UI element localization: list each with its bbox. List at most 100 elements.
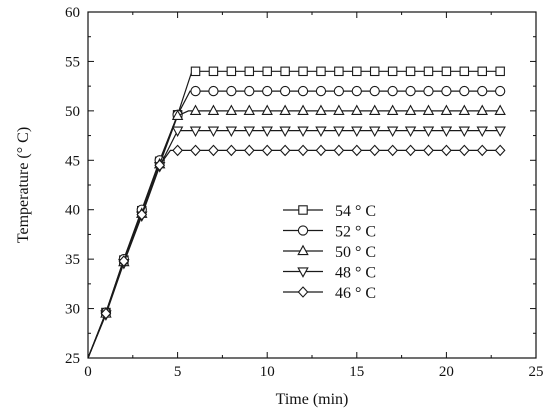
data-point [423, 85, 434, 97]
data-point [190, 144, 201, 157]
data-point [315, 85, 327, 97]
data-point [405, 66, 416, 77]
data-point [369, 66, 380, 77]
series-2 [87, 104, 506, 359]
data-point [297, 85, 309, 97]
data-point [316, 66, 326, 77]
data-point [495, 85, 506, 97]
x-axis-title: Time (min) [276, 391, 349, 408]
data-point [208, 144, 219, 157]
legend-entry-0: 54 ° C [283, 203, 376, 220]
y-tick-label: 25 [65, 351, 80, 367]
data-point [476, 126, 488, 137]
data-point [207, 126, 220, 137]
legend-entry-3: 48 ° C [283, 265, 376, 282]
data-point [495, 66, 505, 77]
data-point [386, 126, 399, 137]
data-point [261, 126, 273, 137]
data-point [351, 126, 363, 137]
data-point [405, 144, 416, 157]
data-point [351, 85, 362, 97]
data-point [297, 144, 309, 157]
data-point [244, 66, 255, 77]
data-point [476, 144, 488, 157]
data-point [440, 104, 453, 116]
series-line [87, 130, 501, 359]
legend-marker [297, 225, 309, 236]
data-point [404, 104, 417, 116]
legend-marker [297, 267, 309, 278]
data-point [477, 85, 488, 97]
x-tick-label: 20 [439, 364, 454, 380]
legend-label: 46 ° C [335, 285, 376, 302]
x-tick-label: 5 [174, 364, 182, 380]
series-line [87, 110, 501, 359]
y-tick-label: 40 [65, 203, 80, 219]
data-point [171, 126, 184, 137]
data-point [441, 85, 452, 97]
data-point [118, 255, 130, 267]
data-point [208, 85, 219, 97]
data-point [440, 126, 453, 137]
data-point [387, 66, 398, 77]
data-point [226, 85, 237, 97]
series-3 [87, 126, 506, 359]
legend-entry-4: 46 ° C [283, 285, 376, 302]
data-point [352, 66, 362, 77]
data-point [280, 66, 290, 77]
data-point [279, 144, 291, 157]
legend-label: 50 ° C [335, 244, 376, 261]
y-tick-label: 35 [65, 252, 80, 268]
data-point [477, 66, 487, 77]
data-point [261, 144, 273, 157]
data-point [369, 85, 380, 97]
data-point [459, 85, 470, 97]
data-point [351, 144, 363, 157]
legend-label: 48 ° C [335, 265, 376, 282]
data-point [244, 85, 255, 97]
legend: 54 ° C 52 ° C 50 ° C 48 ° C 46 ° C [283, 203, 376, 302]
data-point [404, 126, 417, 137]
data-point [386, 104, 399, 116]
data-point [208, 66, 219, 77]
data-point [368, 104, 381, 116]
data-point [333, 104, 345, 116]
series-0 [87, 66, 505, 359]
data-point [225, 104, 238, 116]
data-point [189, 104, 202, 116]
data-point [459, 66, 470, 77]
data-point [226, 66, 237, 77]
data-point [190, 66, 201, 77]
data-point [226, 144, 237, 157]
legend-entry-1: 52 ° C [283, 224, 376, 241]
data-point [333, 85, 345, 97]
data-point [333, 144, 345, 157]
data-point [298, 66, 308, 77]
data-point [279, 104, 291, 116]
y-tick-label: 60 [65, 5, 80, 21]
data-point [171, 109, 184, 120]
data-point [458, 104, 471, 116]
plot-area [87, 66, 506, 359]
data-point [476, 104, 488, 116]
y-tick-label: 45 [65, 153, 80, 169]
data-point [279, 85, 291, 97]
data-point [368, 126, 381, 137]
data-point [494, 104, 506, 116]
series-4 [87, 144, 506, 359]
data-point [189, 126, 202, 137]
data-point [369, 144, 381, 157]
data-point [243, 104, 256, 116]
data-point [334, 66, 344, 77]
data-point [333, 126, 345, 137]
data-point [262, 85, 273, 97]
data-point [190, 85, 201, 97]
legend-label: 52 ° C [335, 224, 376, 241]
data-point [351, 104, 363, 116]
data-point [136, 208, 148, 221]
data-point [387, 85, 398, 97]
x-tick-label: 10 [260, 364, 275, 380]
data-point [423, 66, 434, 77]
data-point [243, 144, 255, 157]
data-point [458, 144, 470, 157]
